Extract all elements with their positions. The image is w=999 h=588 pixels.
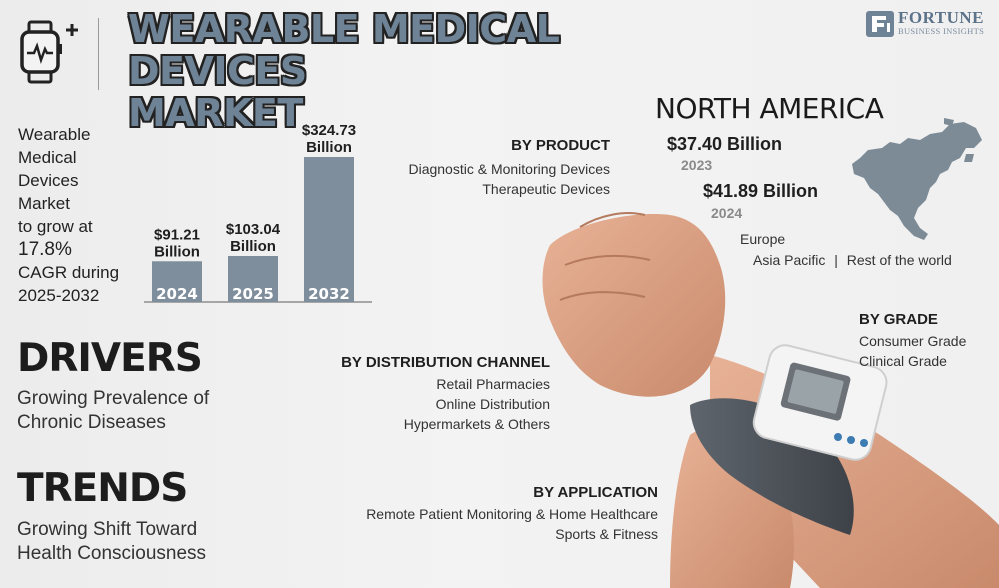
segment-item: Hypermarkets & Others	[403, 416, 550, 432]
segment-item: Sports & Fitness	[555, 526, 658, 542]
segment-title: BY GRADE	[859, 311, 938, 328]
region-asia-pacific: Asia Pacific	[753, 252, 826, 268]
segment-by-application: BY APPLICATION Remote Patient Monitoring…	[340, 484, 658, 544]
fortune-logo-icon	[866, 11, 894, 42]
value-2024: $41.89 Billion	[703, 181, 819, 201]
bar-value-label: $91.21	[154, 226, 200, 243]
bar-unit-label: Billion	[230, 238, 276, 255]
region-separator: |	[834, 252, 838, 268]
year-2024: 2024	[711, 205, 743, 221]
header-divider	[98, 18, 99, 90]
brand-subtitle: BUSINESS INSIGHTS	[898, 26, 985, 36]
segment-item: Remote Patient Monitoring & Home Healthc…	[366, 506, 658, 522]
segment-title: BY PRODUCT	[511, 137, 610, 154]
region-europe: Europe	[740, 231, 786, 247]
drivers-text: Growing Prevalence of Chronic Diseases	[17, 388, 210, 433]
bar-category-label: 2032	[308, 285, 350, 303]
bar-2032	[304, 157, 354, 302]
segment-item: Online Distribution	[435, 396, 550, 412]
bar-category-label: 2024	[156, 285, 198, 303]
bar-2025	[228, 255, 278, 302]
market-growth-summary: Wearable Medical Devices Market to grow …	[18, 123, 136, 307]
bar-2024	[152, 261, 202, 302]
segment-title: BY APPLICATION	[533, 484, 658, 501]
page-title: WEARABLE MEDICAL DEVICES MARKET	[128, 7, 560, 135]
bar-unit-label: Billion	[306, 139, 352, 156]
segment-by-distribution-channel: BY DISTRIBUTION CHANNEL Retail Pharmacie…	[320, 354, 550, 434]
segment-by-product: BY PRODUCT Diagnostic & Monitoring Devic…	[380, 137, 610, 199]
bar-category-label: 2025	[232, 285, 274, 303]
forecast-period: 2025-2032	[18, 286, 100, 305]
cagr-value: 17.8%	[18, 239, 72, 260]
trends-heading: TRENDS	[17, 466, 188, 511]
segment-item: Retail Pharmacies	[436, 376, 550, 392]
north-america-map-icon	[852, 118, 982, 240]
segment-item: Clinical Grade	[859, 353, 947, 369]
brand-name: FORTUNE	[898, 8, 985, 27]
bar-value-label: $324.73	[302, 122, 356, 139]
bar-value-label: $103.04	[226, 221, 281, 238]
value-2023: $37.40 Billion	[667, 134, 783, 154]
segment-item: Consumer Grade	[859, 333, 967, 349]
smartwatch-plus-icon	[14, 16, 84, 88]
segment-item: Diagnostic & Monitoring Devices	[408, 161, 610, 177]
segment-title: BY DISTRIBUTION CHANNEL	[341, 354, 550, 371]
segment-item: Therapeutic Devices	[482, 181, 610, 197]
drivers-heading: DRIVERS	[17, 336, 203, 381]
region-title: NORTH AMERICA	[655, 92, 884, 125]
market-size-bar-chart: 2024$91.21Billion2025$103.04Billion2032$…	[144, 122, 372, 303]
bar-unit-label: Billion	[154, 243, 200, 260]
region-other-list: Asia Pacific | Rest of the world	[753, 252, 952, 268]
year-2023: 2023	[681, 157, 713, 173]
trends-text: Growing Shift Toward Health Consciousnes…	[17, 519, 207, 564]
segment-by-grade: BY GRADE Consumer Grade Clinical Grade	[859, 311, 989, 371]
region-rest-of-world: Rest of the world	[846, 252, 952, 268]
wrist-blood-pressure-monitor-illustration	[542, 212, 999, 588]
